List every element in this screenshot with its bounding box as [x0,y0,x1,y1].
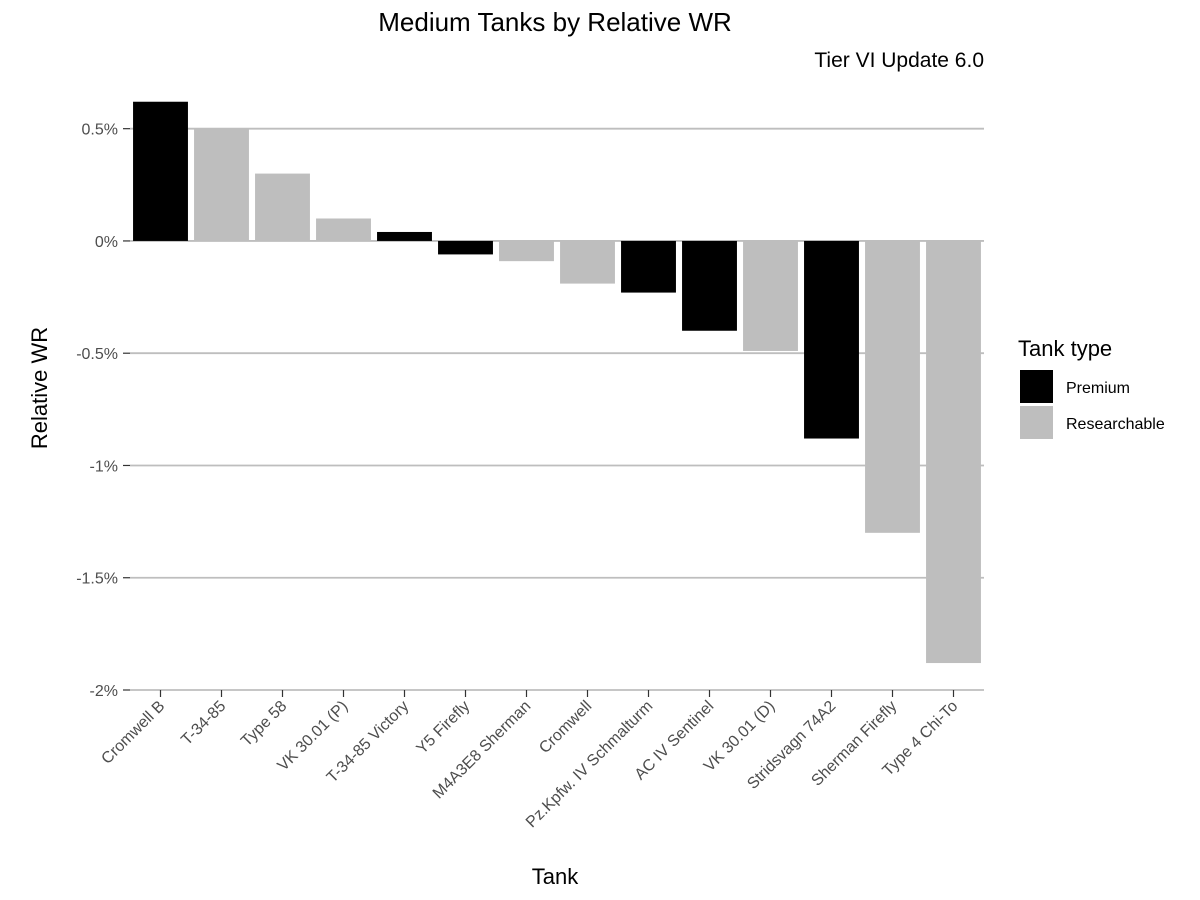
bar [255,173,310,241]
y-axis: 0.5% 0% -0.5% -1% -1.5% -2% [76,122,130,700]
x-tick-label: Type 58 [238,698,290,750]
x-axis-title: Tank [532,864,579,889]
y-tick-label: -1.5% [76,571,118,588]
legend-label: Premium [1066,380,1130,397]
chart-title: Medium Tanks by Relative WR [378,7,732,37]
legend-swatch [1020,406,1053,439]
x-tick-label: T-34-85 [178,698,229,749]
bar [743,240,798,351]
y-tick-label: 0.5% [82,122,118,139]
bar [804,240,859,439]
y-tick-label: -0.5% [76,346,118,363]
y-tick-label: -2% [90,683,118,700]
legend-swatch [1020,370,1053,403]
bar [865,240,920,533]
bar [133,101,188,241]
bar [926,240,981,664]
bar [560,240,615,284]
bar [194,128,249,241]
bar [316,218,371,241]
chart-subtitle: Tier VI Update 6.0 [814,49,984,72]
bar [377,231,432,241]
y-tick-label: -1% [90,458,118,475]
legend: Tank type Premium Researchable [1018,336,1165,439]
x-tick-label: Y5 Firefly [414,698,474,758]
bar [621,240,676,293]
bar [438,240,493,255]
bars [133,101,981,664]
y-axis-title: Relative WR [27,327,52,449]
legend-label: Researchable [1066,416,1165,433]
bar [682,240,737,331]
bar [499,240,554,262]
x-tick-label: Cromwell B [98,698,168,768]
legend-title: Tank type [1018,336,1112,361]
x-tick-label: Pz.Kpfw. IV Schmalturm [523,698,656,831]
x-tick-label: Cromwell [536,698,595,757]
y-tick-label: 0% [95,234,118,251]
